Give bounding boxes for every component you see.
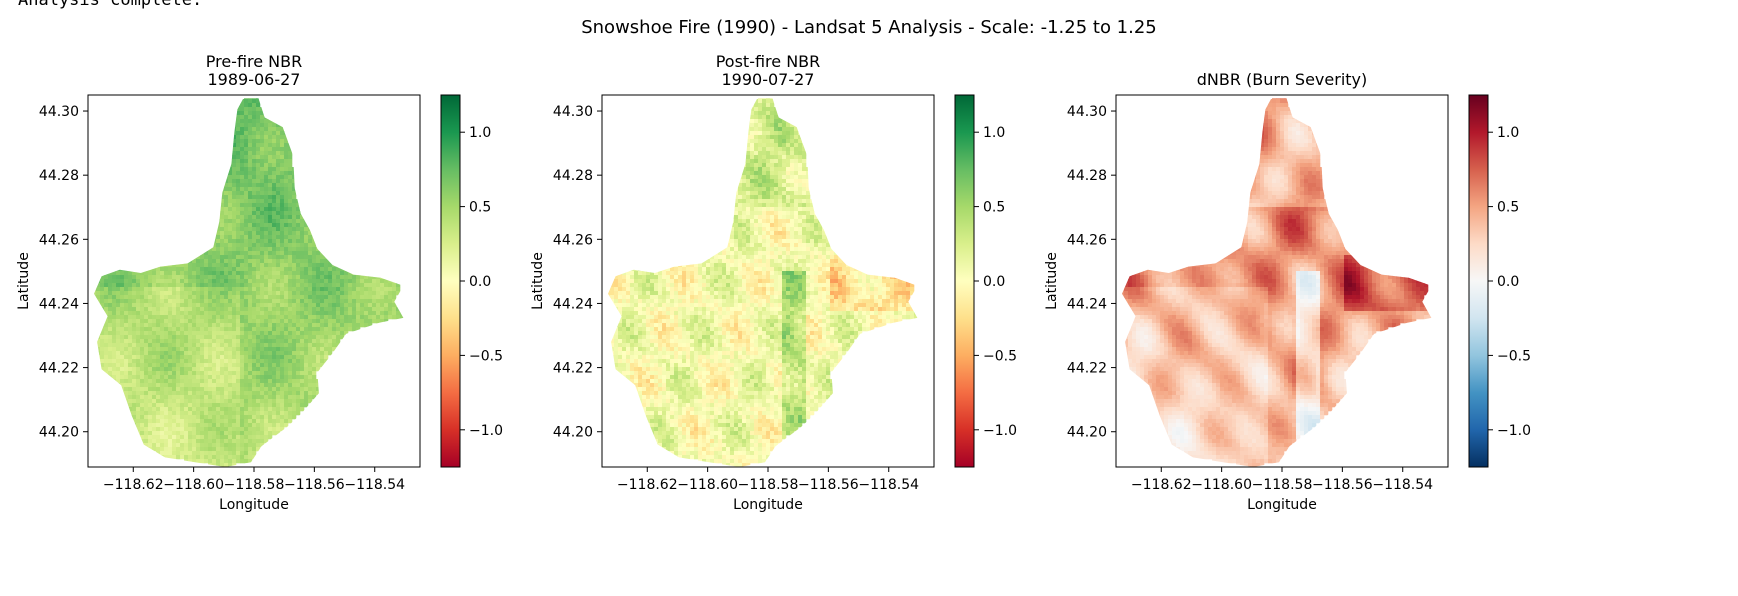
y-tick-label: 44.24 (39, 296, 79, 312)
y-axis-label: Latitude (1044, 252, 1060, 310)
x-tick-label: −118.58 (738, 477, 799, 493)
y-tick-label: 44.30 (39, 104, 79, 120)
y-axis-label: Latitude (16, 252, 32, 310)
colorbar-tick-label: 0.5 (469, 200, 491, 216)
x-tick-label: −118.54 (1372, 477, 1433, 493)
y-tick-label: 44.22 (39, 361, 79, 377)
x-axis-label: Longitude (1247, 497, 1317, 513)
y-tick-label: 44.22 (553, 361, 593, 377)
colorbar-tick-label: 0.5 (1497, 200, 1519, 216)
colorbar (954, 94, 975, 468)
raster-image (1122, 98, 1432, 467)
colorbar-tick-label: −0.5 (469, 348, 503, 364)
colorbar-tick-label: 0.0 (983, 274, 1005, 290)
y-tick-label: 44.26 (39, 232, 79, 248)
y-tick-label: 44.28 (553, 168, 593, 184)
colorbar-tick-label: 1.0 (469, 125, 491, 141)
y-tick-label: 44.20 (553, 425, 593, 441)
x-tick-label: −118.62 (1131, 477, 1192, 493)
colorbar-tick-label: −1.0 (469, 423, 503, 439)
panel-title: Pre-fire NBR (206, 52, 303, 71)
x-tick-label: −118.62 (103, 477, 164, 493)
x-tick-label: −118.56 (284, 477, 345, 493)
colorbar-tick-label: 1.0 (1497, 125, 1519, 141)
panel-date: 1989-06-27 (208, 70, 301, 89)
y-tick-label: 44.20 (1067, 425, 1107, 441)
x-tick-label: −118.58 (224, 477, 285, 493)
y-tick-label: 44.24 (553, 296, 593, 312)
x-tick-label: −118.56 (798, 477, 859, 493)
raster-image (94, 98, 404, 467)
y-tick-label: 44.22 (1067, 361, 1107, 377)
x-tick-label: −118.54 (344, 477, 405, 493)
x-tick-label: −118.62 (617, 477, 678, 493)
x-tick-label: −118.56 (1312, 477, 1373, 493)
x-axis-label: Longitude (733, 497, 803, 513)
x-tick-label: −118.60 (677, 477, 738, 493)
colorbar (1468, 94, 1489, 468)
console-status-line: Analysis complete. (18, 0, 203, 10)
colorbar-tick-label: 0.5 (983, 200, 1005, 216)
figure-suptitle: Snowshoe Fire (1990) - Landsat 5 Analysi… (581, 17, 1157, 38)
colorbar-tick-label: −0.5 (1497, 348, 1531, 364)
chart-panel-3: dNBR (Burn Severity)−118.62 −118.60 −118.5… (1044, 70, 1531, 513)
colorbar-tick-label: 0.0 (469, 274, 491, 290)
x-tick-label: −118.54 (858, 477, 919, 493)
raster-image (608, 98, 918, 467)
y-tick-label: 44.30 (553, 104, 593, 120)
colorbar-tick-label: −1.0 (983, 423, 1017, 439)
y-tick-label: 44.26 (553, 232, 593, 248)
x-tick-label: −118.60 (1191, 477, 1252, 493)
y-axis-label: Latitude (530, 252, 546, 310)
panel-title: Post-fire NBR (716, 52, 821, 71)
colorbar-tick-label: 0.0 (1497, 274, 1519, 290)
y-tick-label: 44.28 (1067, 168, 1107, 184)
x-axis-label: Longitude (219, 497, 289, 513)
y-tick-label: 44.30 (1067, 104, 1107, 120)
y-tick-label: 44.28 (39, 168, 79, 184)
colorbar-tick-label: −1.0 (1497, 423, 1531, 439)
colorbar (440, 94, 461, 468)
colorbar-tick-label: −0.5 (983, 348, 1017, 364)
x-tick-label: −118.58 (1252, 477, 1313, 493)
y-tick-label: 44.24 (1067, 296, 1107, 312)
x-tick-label: −118.60 (163, 477, 224, 493)
y-tick-label: 44.20 (39, 425, 79, 441)
panel-date: 1990-07-27 (722, 70, 815, 89)
panel-title: dNBR (Burn Severity) (1197, 70, 1368, 89)
y-tick-label: 44.26 (1067, 232, 1107, 248)
colorbar-tick-label: 1.0 (983, 125, 1005, 141)
